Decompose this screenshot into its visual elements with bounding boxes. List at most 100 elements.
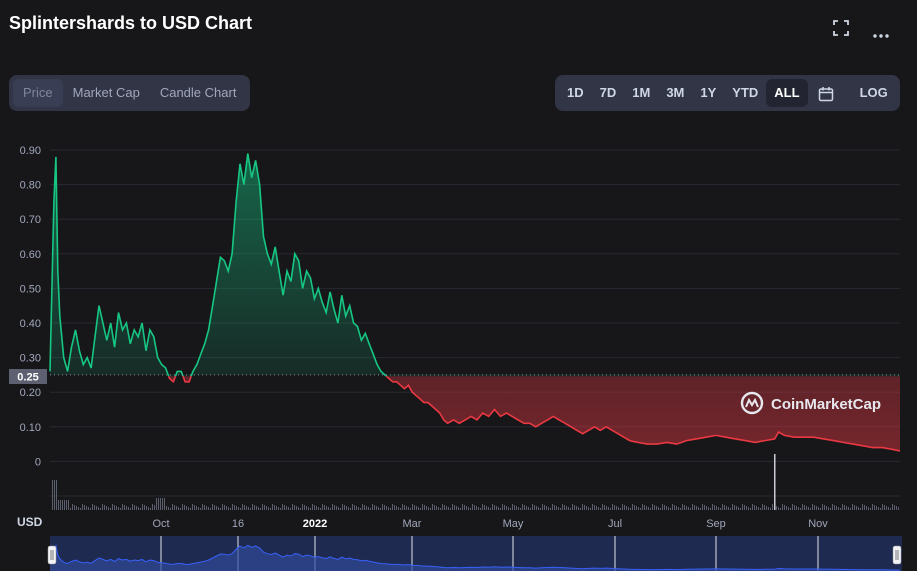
volume-bar — [740, 508, 741, 510]
range-3m[interactable]: 3M — [666, 85, 685, 100]
volume-bar — [548, 507, 549, 510]
tab-price[interactable]: Price — [13, 79, 63, 107]
volume-bar — [808, 507, 809, 510]
volume-bar — [340, 508, 341, 510]
volume-bar — [356, 506, 357, 510]
volume-bar — [718, 507, 719, 510]
volume-bar — [842, 504, 843, 510]
volume-bar — [830, 508, 831, 510]
volume-bar — [698, 507, 699, 510]
volume-bar — [582, 504, 583, 510]
volume-bar — [756, 506, 757, 510]
volume-bar — [186, 506, 187, 510]
volume-bar — [554, 505, 555, 510]
range-1m[interactable]: 1M — [632, 85, 651, 100]
volume-bar — [298, 507, 299, 510]
log-scale-toggle[interactable]: LOG — [859, 85, 888, 100]
fullscreen-icon[interactable] — [833, 20, 849, 41]
volume-bar — [856, 506, 857, 510]
volume-bar — [690, 508, 691, 510]
volume-bar — [702, 504, 703, 510]
volume-bar — [516, 506, 517, 510]
volume-bar — [850, 508, 851, 510]
range-navigator[interactable] — [47, 536, 902, 571]
volume-bar — [450, 508, 451, 510]
price-line — [49, 153, 901, 452]
volume-bar — [144, 505, 145, 510]
volume-bar — [498, 507, 499, 510]
navigator-handle-right[interactable] — [892, 545, 902, 565]
volume-bar — [212, 504, 213, 510]
volume-bar — [240, 508, 241, 510]
navigator-handle-left[interactable] — [47, 545, 57, 565]
coinmarketcap-watermark: CoinMarketCap — [740, 391, 881, 415]
volume-bar — [828, 507, 829, 510]
calendar-icon-graphic — [818, 86, 833, 101]
volume-bar — [258, 507, 259, 510]
volume-bar — [92, 504, 93, 510]
volume-bar — [154, 505, 155, 510]
volume-bar — [102, 504, 103, 510]
volume-bar — [612, 504, 613, 510]
volume-bar — [68, 500, 69, 510]
volume-bar — [324, 505, 325, 510]
volume-bar — [170, 508, 171, 510]
volume-bar — [882, 504, 883, 510]
x-tick-label: 2022 — [303, 518, 327, 530]
volume-bar — [754, 505, 755, 510]
volume-bar — [168, 507, 169, 510]
volume-bar — [108, 507, 109, 510]
y-tick-label: 0 — [35, 456, 41, 468]
volume-bar — [162, 498, 163, 510]
volume-bar — [490, 508, 491, 510]
volume-bar — [570, 508, 571, 510]
volume-bar — [66, 500, 67, 510]
volume-bar — [462, 504, 463, 510]
volume-bar — [348, 507, 349, 510]
volume-bar — [596, 506, 597, 510]
volume-bar — [460, 508, 461, 510]
volume-bar — [370, 508, 371, 510]
volume-bar — [116, 506, 117, 510]
tab-market-cap[interactable]: Market Cap — [72, 85, 140, 100]
range-7d[interactable]: 7D — [599, 85, 617, 100]
volume-bar — [226, 506, 227, 510]
volume-bar — [222, 504, 223, 510]
volume-bar — [646, 506, 647, 510]
volume-bar — [636, 506, 637, 510]
volume-bar — [560, 508, 561, 510]
volume-bar — [572, 504, 573, 510]
volume-bar — [428, 507, 429, 510]
volume-bar — [598, 507, 599, 510]
volume-bar — [586, 506, 587, 510]
volume-bar — [722, 504, 723, 510]
volume-bar — [780, 508, 781, 510]
more-dots-icon[interactable] — [872, 26, 890, 44]
range-ytd[interactable]: YTD — [732, 85, 759, 100]
volume-bar — [134, 505, 135, 510]
volume-bar — [398, 507, 399, 510]
volume-bar — [58, 500, 59, 510]
volume-bar — [482, 504, 483, 510]
volume-bar — [292, 504, 293, 510]
volume-bar — [70, 508, 71, 510]
volume-bar — [198, 507, 199, 510]
range-all[interactable]: ALL — [766, 79, 808, 107]
volume-bar — [712, 504, 713, 510]
volume-bar — [320, 508, 321, 510]
volume-bar — [464, 505, 465, 510]
x-tick-label: Sep — [706, 518, 726, 530]
volume-bar — [388, 507, 389, 510]
volume-bar — [576, 506, 577, 510]
range-1y[interactable]: 1Y — [700, 85, 717, 100]
volume-bar — [96, 506, 97, 510]
volume-bar — [480, 508, 481, 510]
range-1d[interactable]: 1D — [567, 85, 584, 100]
volume-bar — [296, 506, 297, 510]
volume-bar — [280, 508, 281, 510]
price-area-up — [50, 153, 900, 377]
volume-bar — [310, 508, 311, 510]
volume-bar — [386, 506, 387, 510]
tab-candle-chart[interactable]: Candle Chart — [159, 85, 237, 100]
calendar-icon[interactable] — [808, 79, 844, 107]
